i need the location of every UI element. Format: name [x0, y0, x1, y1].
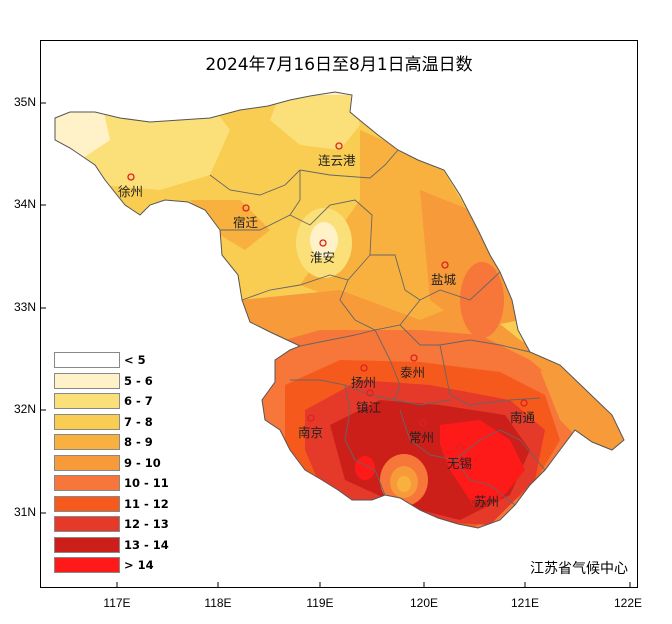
lat-tick-32n: 32N [13, 402, 36, 416]
legend-label: < 5 [124, 353, 146, 368]
city-label-wuxi: 无锡 [447, 456, 472, 471]
city-marker-yangzhou [360, 364, 368, 372]
city-marker-wuxi [456, 443, 464, 451]
legend-item: 8 - 9 [54, 432, 169, 453]
legend-swatch [54, 352, 120, 369]
city-label-suzhou: 苏州 [474, 494, 499, 509]
city-label-suqian: 宿迁 [233, 215, 259, 230]
city-marker-nanjing [307, 414, 315, 422]
legend-swatch [54, 413, 120, 430]
city-marker-yancheng [441, 261, 449, 269]
legend-swatch [54, 495, 120, 512]
city-marker-nantong [520, 399, 528, 407]
city-marker-zhenjiang [366, 389, 374, 397]
lon-tick-121e: 121E [510, 596, 540, 610]
axis-ticks [40, 102, 631, 588]
lat-tick-34n: 34N [13, 197, 36, 211]
city-label-huaian: 淮安 [310, 250, 335, 265]
city-marker-xuzhou [127, 173, 135, 181]
lon-tick-119e: 119E [306, 596, 334, 610]
legend-swatch [54, 372, 120, 389]
legend-item: 10 - 11 [54, 473, 169, 494]
legend-swatch [54, 516, 120, 533]
map-title: 2024年7月16日至8月1日高温日数 [205, 55, 473, 75]
lon-tick-118e: 118E [204, 596, 232, 610]
city-label-yangzhou: 扬州 [351, 375, 376, 390]
legend-item: > 14 [54, 555, 169, 576]
city-label-changzhou: 常州 [409, 430, 434, 445]
city-marker-taizhou [410, 354, 418, 362]
legend-label: 10 - 11 [124, 476, 169, 491]
legend-swatch [54, 557, 120, 574]
legend-label: 11 - 12 [124, 496, 169, 511]
legend-item: 6 - 7 [54, 391, 169, 412]
legend-swatch [54, 536, 120, 553]
legend-label: 9 - 10 [124, 455, 161, 470]
lat-tick-35n: 35N [13, 95, 36, 109]
city-label-lianyungang: 连云港 [318, 153, 356, 168]
legend-item: 11 - 12 [54, 494, 169, 515]
legend-item: 13 - 14 [54, 535, 169, 556]
legend-item: 7 - 8 [54, 412, 169, 433]
city-label-xuzhou: 徐州 [118, 184, 143, 199]
city-marker-suzhou [470, 498, 478, 506]
city-marker-suqian [242, 204, 250, 212]
city-marker-changzhou [419, 419, 427, 427]
lon-tick-117e: 117E [103, 596, 131, 610]
legend-swatch [54, 393, 120, 410]
legend-label: 13 - 14 [124, 537, 169, 552]
legend-label: 8 - 9 [124, 435, 153, 450]
city-label-taizhou: 泰州 [400, 365, 425, 380]
lat-tick-31n: 31N [13, 505, 36, 519]
province-outline [54, 91, 625, 529]
legend-swatch [54, 475, 120, 492]
prefecture-boundaries [209, 149, 546, 506]
legend-item: 5 - 6 [54, 371, 169, 392]
city-label-yancheng: 盐城 [431, 272, 457, 287]
city-marker-huaian [319, 239, 327, 247]
source-credit: 江苏省气候中心 [530, 561, 628, 577]
city-label-zhenjiang: 镇江 [356, 400, 381, 415]
legend-label: 6 - 7 [124, 394, 153, 409]
legend-label: 7 - 8 [124, 414, 153, 429]
legend-label: 12 - 13 [124, 517, 169, 532]
legend: < 5 5 - 6 6 - 7 7 - 8 8 - 9 9 - 10 10 - … [54, 350, 169, 576]
legend-label: 5 - 6 [124, 373, 153, 388]
city-markers: 徐州 连云港 宿迁 淮安 盐城 扬州 泰州 镇江 南京 常州 南通 无锡 苏州 [118, 142, 536, 509]
lon-tick-122e: 122E [613, 596, 643, 610]
lat-tick-33n: 33N [13, 300, 36, 314]
city-label-nantong: 南通 [510, 410, 536, 425]
legend-label: > 14 [124, 558, 154, 573]
legend-item: 12 - 13 [54, 514, 169, 535]
lon-tick-120e: 120E [409, 596, 439, 610]
legend-swatch [54, 454, 120, 471]
legend-item: < 5 [54, 350, 169, 371]
city-label-nanjing: 南京 [298, 425, 323, 440]
city-marker-lianyungang [335, 142, 343, 150]
legend-swatch [54, 434, 120, 451]
legend-item: 9 - 10 [54, 453, 169, 474]
